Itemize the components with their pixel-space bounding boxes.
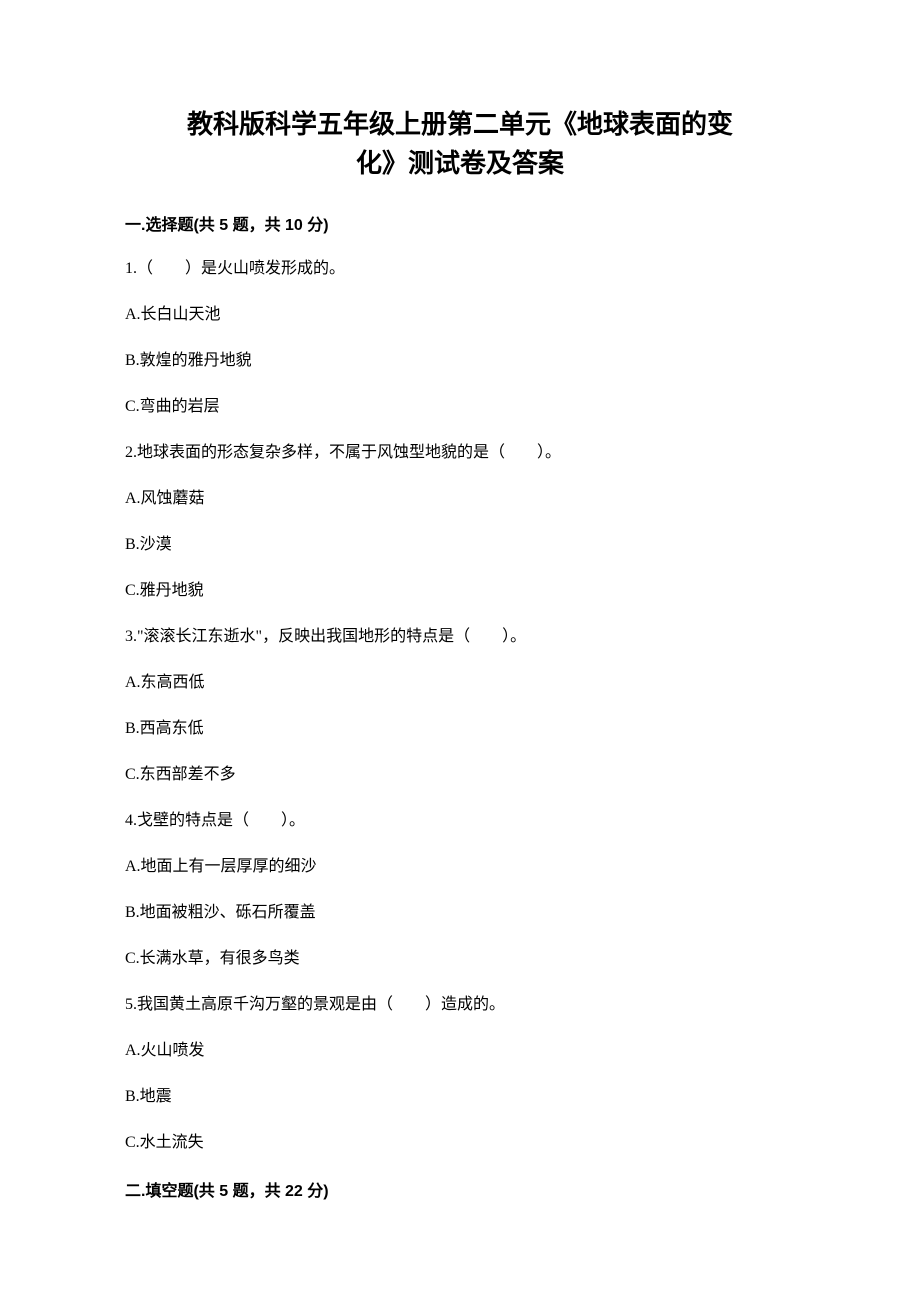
- question-4-option-a: A.地面上有一层厚厚的细沙: [125, 855, 795, 879]
- question-2-stem: 2.地球表面的形态复杂多样，不属于风蚀型地貌的是（ ）。: [125, 441, 795, 465]
- question-5-option-b: B.地震: [125, 1085, 795, 1109]
- question-1-option-c: C.弯曲的岩层: [125, 395, 795, 419]
- question-1-option-b: B.敦煌的雅丹地貌: [125, 349, 795, 373]
- question-5-option-c: C.水土流失: [125, 1131, 795, 1155]
- question-2-option-a: A.风蚀蘑菇: [125, 487, 795, 511]
- question-5-stem: 5.我国黄土高原千沟万壑的景观是由（ ）造成的。: [125, 993, 795, 1017]
- question-1-stem: 1.（ ）是火山喷发形成的。: [125, 257, 795, 281]
- question-4-option-c: C.长满水草，有很多鸟类: [125, 947, 795, 971]
- document-title: 教科版科学五年级上册第二单元《地球表面的变 化》测试卷及答案: [125, 105, 795, 183]
- title-line-1: 教科版科学五年级上册第二单元《地球表面的变: [125, 105, 795, 144]
- question-4-stem: 4.戈壁的特点是（ ）。: [125, 809, 795, 833]
- question-1-option-a: A.长白山天池: [125, 303, 795, 327]
- title-line-2: 化》测试卷及答案: [125, 144, 795, 183]
- section-2-header: 二.填空题(共 5 题，共 22 分): [125, 1177, 795, 1201]
- question-3-option-a: A.东高西低: [125, 671, 795, 695]
- question-3-stem: 3."滚滚长江东逝水"，反映出我国地形的特点是（ ）。: [125, 625, 795, 649]
- question-2-option-c: C.雅丹地貌: [125, 579, 795, 603]
- question-4-option-b: B.地面被粗沙、砾石所覆盖: [125, 901, 795, 925]
- question-3-option-c: C.东西部差不多: [125, 763, 795, 787]
- question-3-option-b: B.西高东低: [125, 717, 795, 741]
- question-5-option-a: A.火山喷发: [125, 1039, 795, 1063]
- section-1-header: 一.选择题(共 5 题，共 10 分): [125, 211, 795, 235]
- question-2-option-b: B.沙漠: [125, 533, 795, 557]
